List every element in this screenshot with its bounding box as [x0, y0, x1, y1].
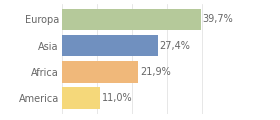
Bar [62, 87, 100, 109]
Text: 21,9%: 21,9% [140, 67, 171, 77]
Text: 11,0%: 11,0% [102, 93, 132, 103]
Bar [62, 35, 157, 56]
Bar [62, 61, 138, 83]
Text: 39,7%: 39,7% [202, 14, 233, 24]
Text: 27,4%: 27,4% [159, 41, 190, 51]
Bar [62, 9, 200, 30]
